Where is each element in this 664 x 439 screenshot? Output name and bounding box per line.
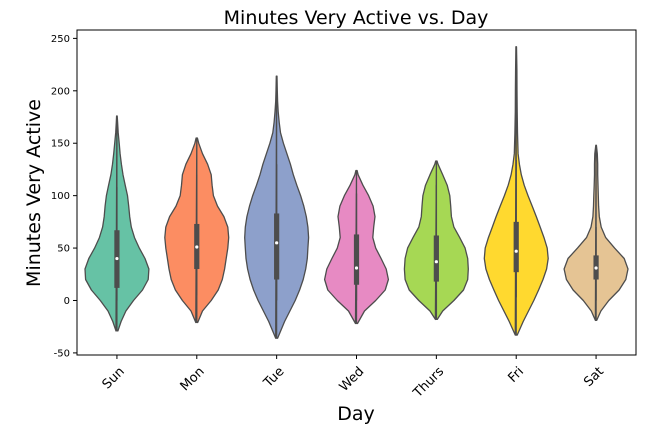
y-tick-label: 150 xyxy=(51,139,70,150)
violin-body-thurs xyxy=(403,160,469,321)
violin-median-dot xyxy=(275,241,279,245)
violin-iqr-box xyxy=(274,213,280,280)
x-tick-label-thurs: Thurs xyxy=(410,364,447,401)
violin-median-dot xyxy=(514,249,518,253)
violin-iqr-box xyxy=(353,234,360,285)
violin-median-dot xyxy=(434,260,438,264)
y-tick-label: -50 xyxy=(54,348,70,359)
x-axis-label: Day xyxy=(337,403,375,425)
violin-iqr-box xyxy=(433,235,439,282)
x-tick-label-sun: Sun xyxy=(100,364,128,392)
violin-median-dot xyxy=(354,266,359,270)
violin-body-sat xyxy=(563,144,629,322)
violins-layer xyxy=(84,46,629,339)
x-tick-label-mon: Mon xyxy=(178,364,208,394)
x-tick-label-wed: Wed xyxy=(337,364,368,395)
plot-frame xyxy=(76,29,637,356)
y-tick-label: 0 xyxy=(64,296,70,307)
y-tick-label: 250 xyxy=(51,34,70,45)
violin-median-dot xyxy=(594,266,598,270)
chart-title: Minutes Very Active vs. Day xyxy=(224,7,489,29)
y-tick-label: 100 xyxy=(51,191,70,202)
y-tick-label: 200 xyxy=(51,86,70,97)
violin-iqr-box xyxy=(513,221,519,273)
violin-median-dot xyxy=(115,256,119,261)
violin-body-mon xyxy=(164,137,230,324)
violin-median-dot xyxy=(195,245,199,249)
x-tick-label-fri: Fri xyxy=(505,364,527,386)
x-tick-label-tue: Tue xyxy=(260,364,287,391)
y-axis-ticks: -50 0 50 100 150 200 250 xyxy=(51,34,77,359)
y-tick-label: 50 xyxy=(57,244,70,255)
x-tick-label-sat: Sat xyxy=(581,364,607,390)
y-axis-label: Minutes Very Active xyxy=(23,99,45,287)
x-axis-ticks: Sun Mon Tue Wed Thurs Fri Sat xyxy=(100,355,607,401)
